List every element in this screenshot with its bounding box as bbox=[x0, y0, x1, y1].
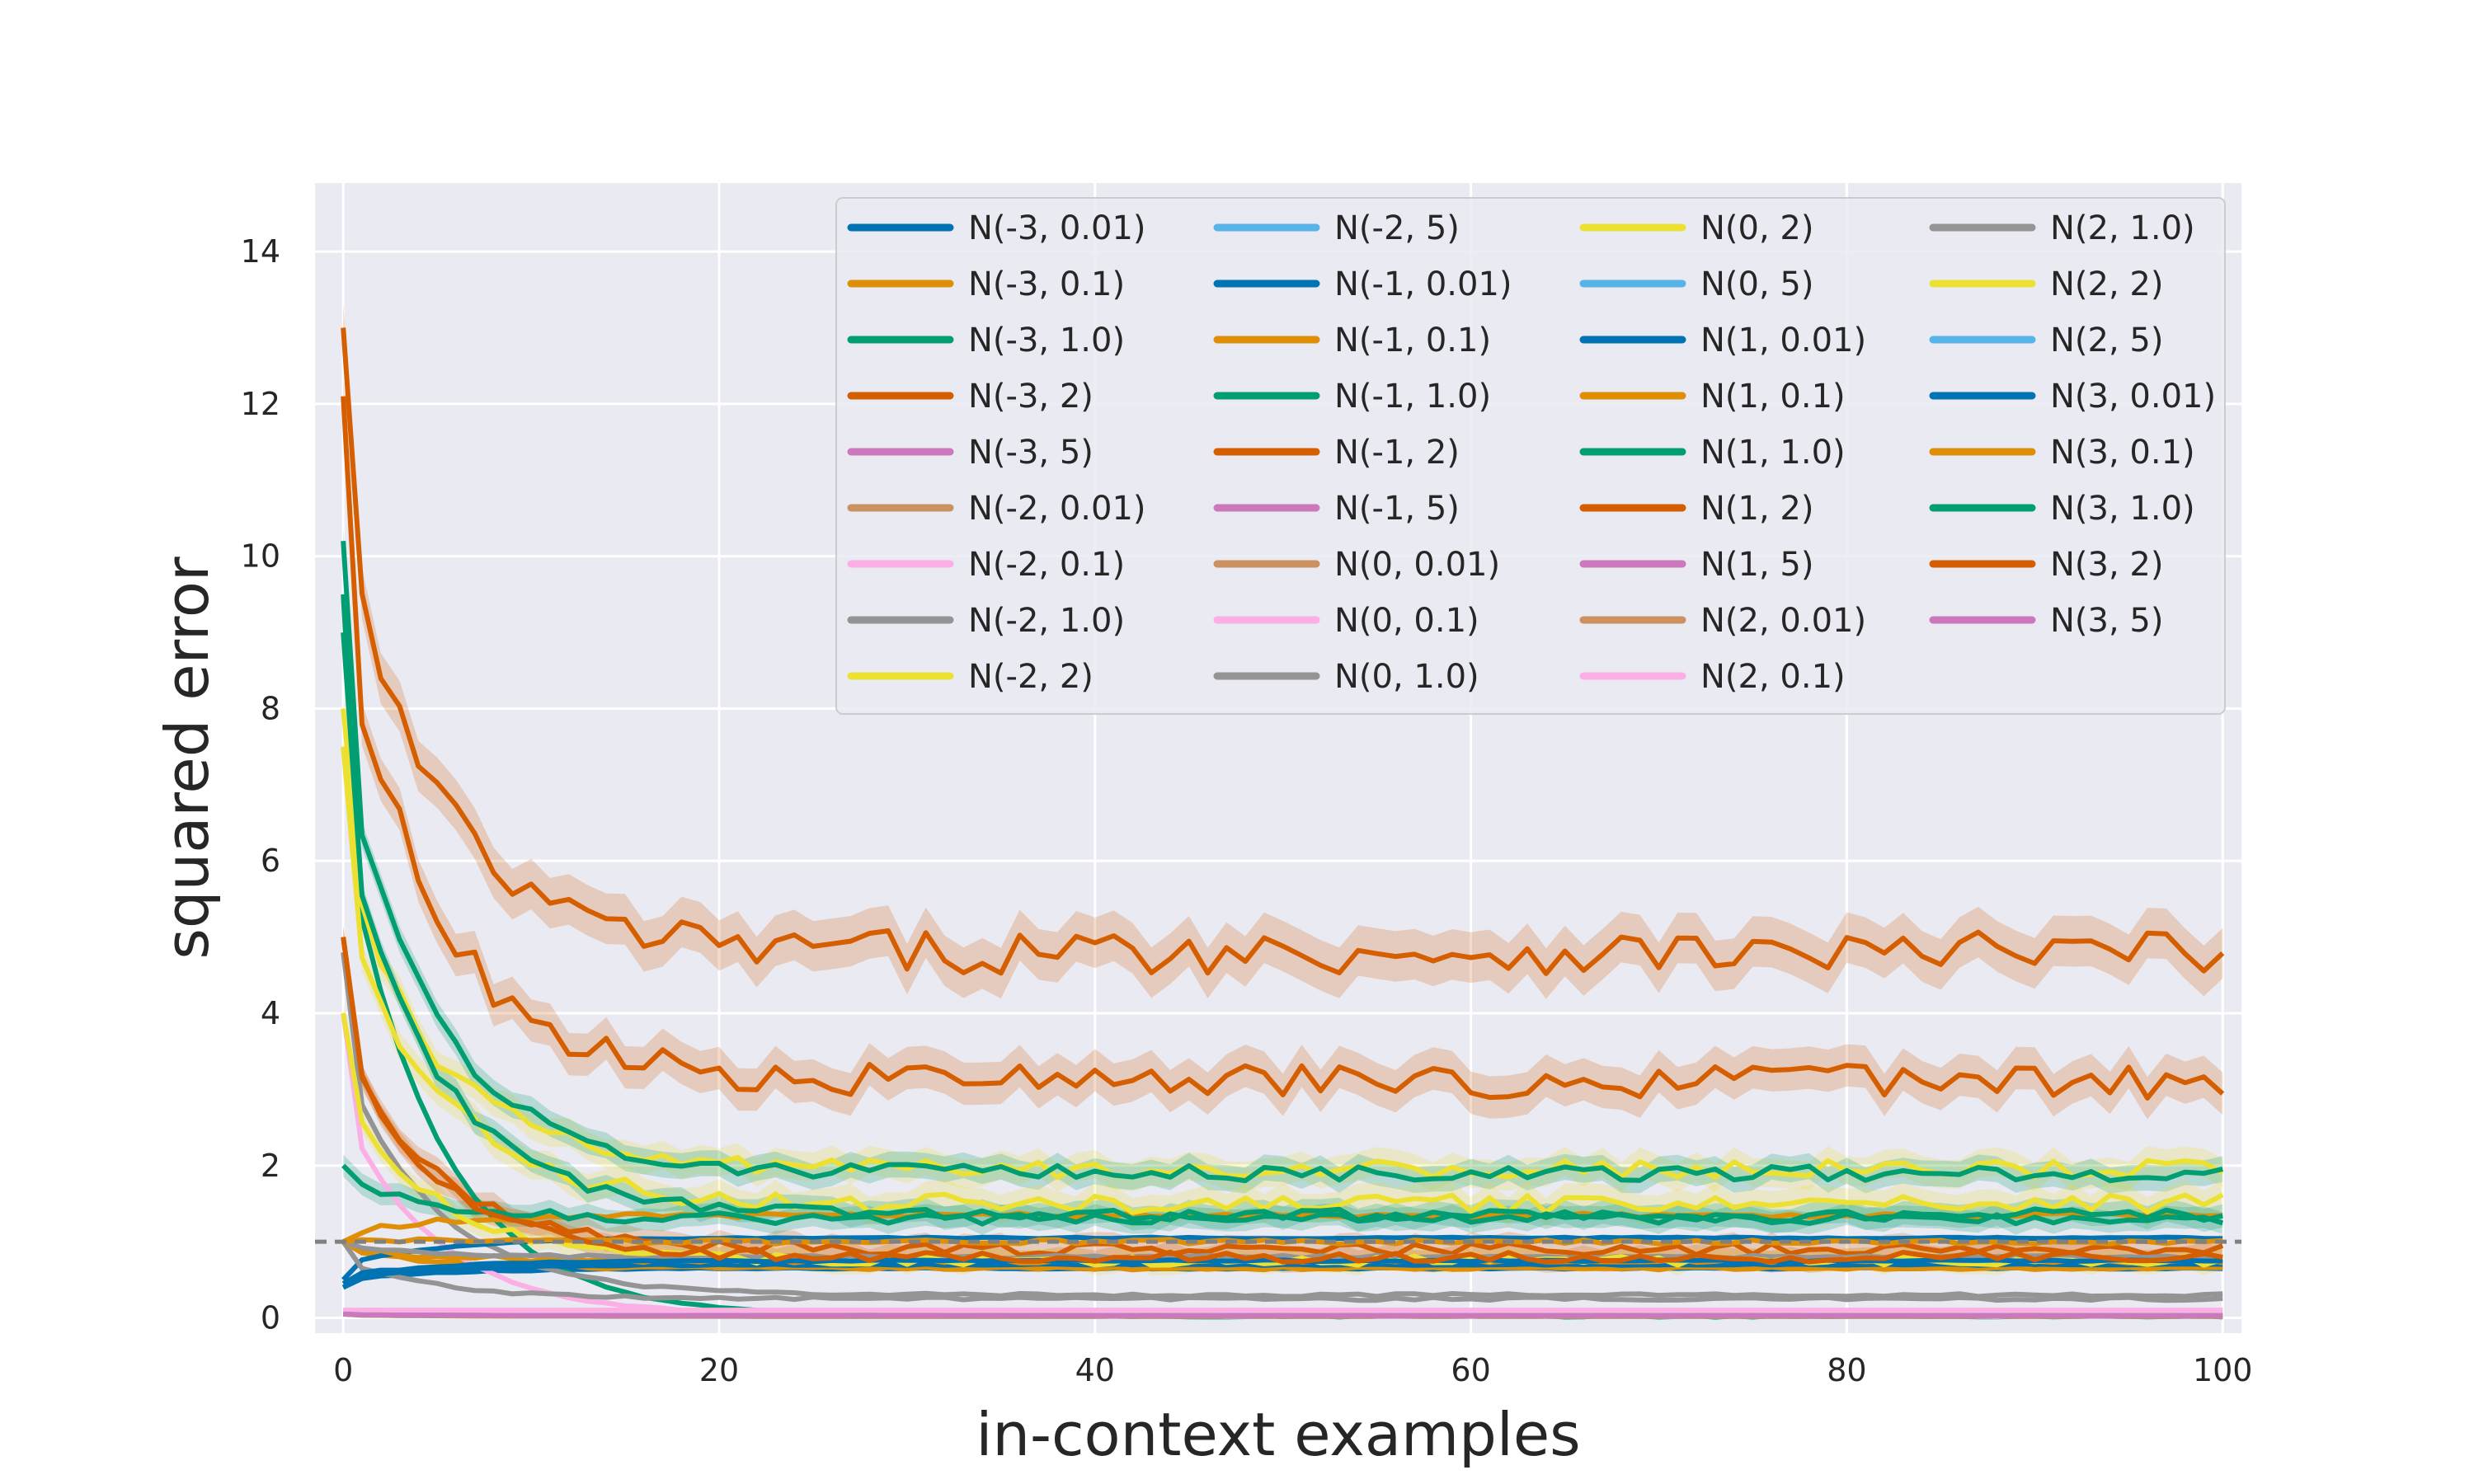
series-line bbox=[341, 1163, 2224, 1227]
legend-label: N(1, 5) bbox=[1700, 546, 1813, 584]
y-tick-label: 10 bbox=[241, 538, 280, 575]
y-tick-label: 4 bbox=[261, 995, 280, 1031]
legend-label: N(2, 0.1) bbox=[1700, 658, 1846, 696]
legend-label: N(3, 0.1) bbox=[2050, 434, 2195, 472]
legend-label: N(-2, 0.01) bbox=[968, 490, 1146, 528]
legend-label: N(-2, 2) bbox=[968, 658, 1094, 696]
x-tick-label: 100 bbox=[2193, 1352, 2253, 1388]
legend-label: N(2, 1.0) bbox=[2050, 209, 2195, 247]
legend-label: N(0, 1.0) bbox=[1334, 658, 1479, 696]
legend-label: N(-2, 1.0) bbox=[968, 602, 1125, 640]
confidence-band bbox=[343, 732, 2223, 1228]
legend-label: N(1, 2) bbox=[1700, 490, 1813, 528]
x-tick-label: 60 bbox=[1451, 1352, 1490, 1388]
confidence-band bbox=[343, 925, 2223, 1267]
legend-label: N(-1, 2) bbox=[1334, 434, 1460, 472]
series-lines bbox=[341, 327, 2225, 1320]
legend-label: N(2, 5) bbox=[2050, 322, 2163, 359]
legend-label: N(-3, 0.01) bbox=[968, 209, 1146, 247]
x-tick-label: 20 bbox=[699, 1352, 739, 1388]
legend-label: N(3, 0.01) bbox=[2050, 378, 2216, 416]
legend-label: N(-3, 5) bbox=[968, 434, 1094, 472]
x-tick-labels: 0 20 40 60 80 100 bbox=[333, 1352, 2252, 1388]
series-line bbox=[341, 1234, 2223, 1282]
legend-label: N(2, 0.01) bbox=[1700, 602, 1866, 640]
y-tick-label: 8 bbox=[261, 690, 280, 726]
x-axis-label: in-context examples bbox=[976, 1400, 1580, 1469]
legend-label: N(3, 2) bbox=[2050, 546, 2163, 584]
series-line bbox=[341, 937, 2223, 1265]
x-tick-label: 40 bbox=[1075, 1352, 1115, 1388]
legend-label: N(0, 2) bbox=[1700, 209, 1813, 247]
legend-label: N(1, 1.0) bbox=[1700, 434, 1846, 472]
series-line bbox=[341, 396, 2225, 1101]
legend-label: N(-3, 1.0) bbox=[968, 322, 1125, 359]
series-line bbox=[341, 541, 2223, 1184]
y-tick-label: 0 bbox=[261, 1300, 280, 1336]
y-tick-label: 14 bbox=[241, 233, 280, 270]
legend-box bbox=[835, 197, 2226, 715]
y-tick-label: 6 bbox=[261, 843, 280, 879]
confidence-band bbox=[343, 621, 2223, 1233]
legend-label: N(-3, 2) bbox=[968, 378, 1094, 416]
legend: N(-3, 0.01) N(-3, 0.1) N(-3, 1.0) N(-3, 2) N… bbox=[835, 197, 2226, 715]
y-axis-label: squared error bbox=[153, 556, 222, 960]
series-line bbox=[343, 1311, 2223, 1318]
legend-label: N(-2, 0.1) bbox=[968, 546, 1125, 584]
series-line bbox=[341, 746, 2224, 1215]
x-tick-label: 80 bbox=[1827, 1352, 1866, 1388]
legend-label: N(-1, 0.01) bbox=[1334, 265, 1512, 303]
series-line bbox=[341, 327, 2225, 976]
legend-label: N(2, 2) bbox=[2050, 265, 2163, 303]
legend-label: N(0, 0.1) bbox=[1334, 602, 1479, 640]
legend-label: N(-1, 5) bbox=[1334, 490, 1460, 528]
legend-label: N(1, 0.1) bbox=[1700, 378, 1846, 416]
legend-label: N(3, 1.0) bbox=[2050, 490, 2195, 528]
legend-label: N(3, 5) bbox=[2050, 602, 2163, 640]
legend-label: N(-3, 0.1) bbox=[968, 265, 1125, 303]
y-tick-label: 2 bbox=[261, 1148, 280, 1184]
series-line bbox=[341, 1240, 2223, 1303]
x-tick-label: 0 bbox=[333, 1352, 353, 1388]
legend-label: N(0, 5) bbox=[1700, 265, 1813, 303]
legend-label: N(-1, 0.1) bbox=[1334, 322, 1491, 359]
y-tick-labels: 0 2 4 6 8 10 12 14 bbox=[241, 233, 280, 1336]
legend-label: N(0, 0.01) bbox=[1334, 546, 1500, 584]
legend-label: N(-1, 1.0) bbox=[1334, 378, 1491, 416]
legend-label: N(1, 0.01) bbox=[1700, 322, 1866, 359]
y-tick-label: 12 bbox=[241, 386, 280, 422]
legend-label: N(-2, 5) bbox=[1334, 209, 1460, 247]
